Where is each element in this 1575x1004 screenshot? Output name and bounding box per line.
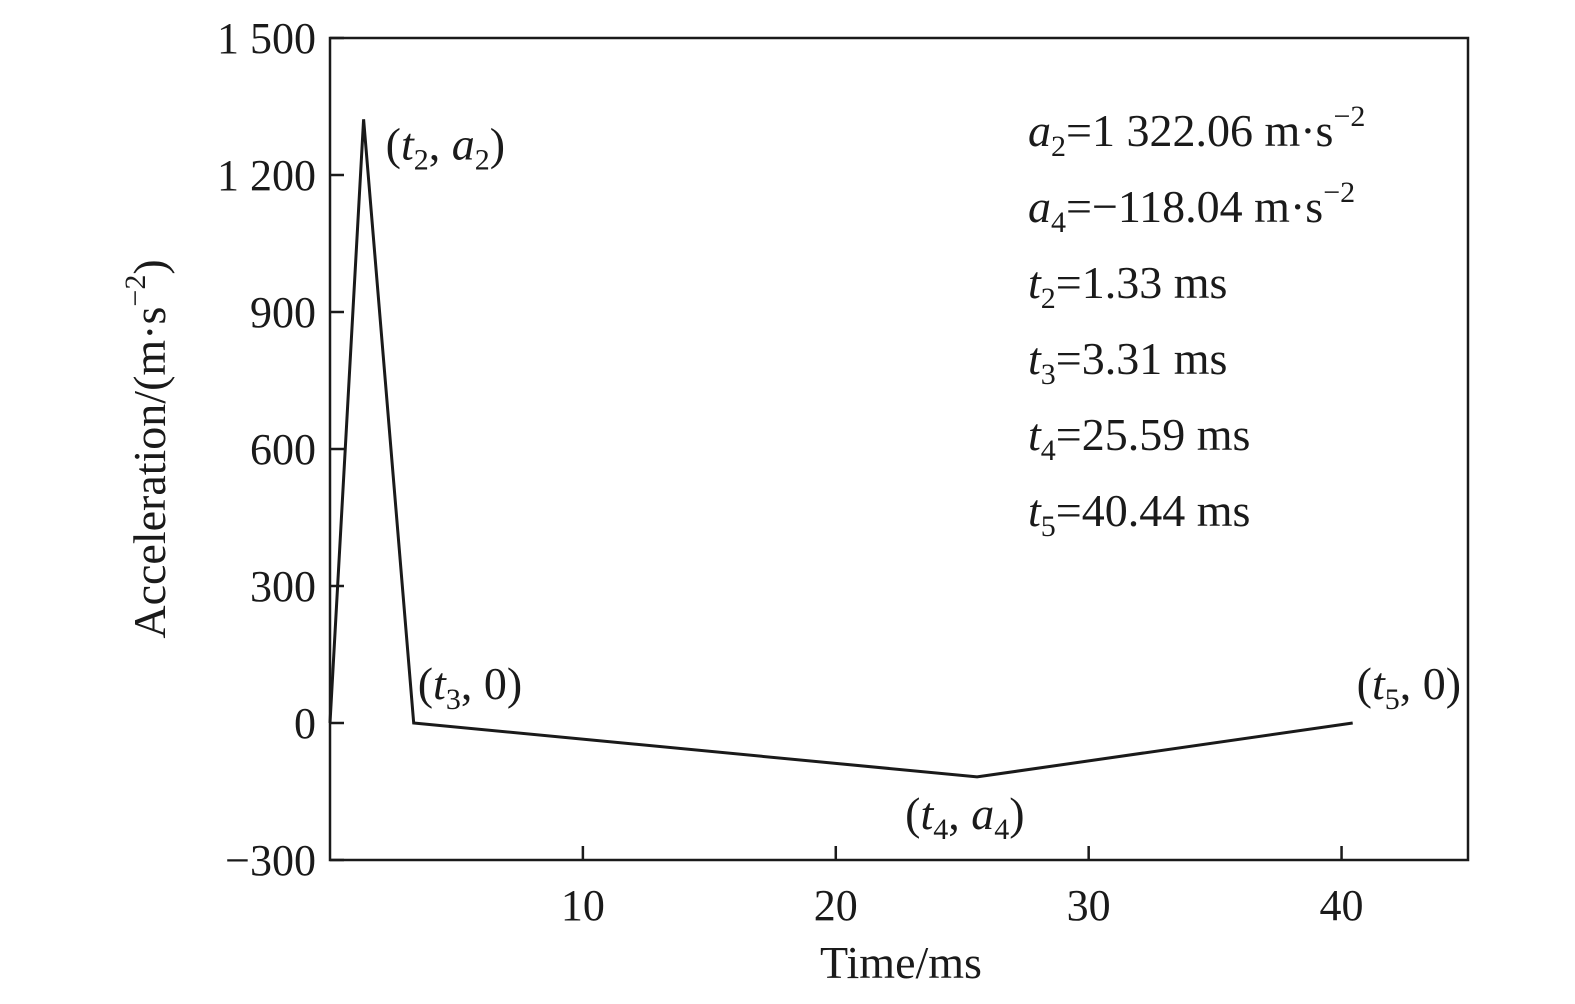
parameter-annotation: a4=−118.04 m·s−2 [1028, 176, 1355, 239]
x-tick-label: 30 [1067, 881, 1111, 930]
point-labels: (t2, a2) (t3, 0) (t4, a4) (t5, 0) [386, 118, 1461, 846]
y-tick-label: 600 [250, 425, 316, 474]
x-tick-label: 40 [1320, 881, 1364, 930]
point-label: (t4, a4) [905, 788, 1024, 846]
y-axis-label: Acceleration/(m·s−2) [119, 259, 175, 638]
y-tick-label: 300 [250, 562, 316, 611]
point-label: (t5, 0) [1357, 658, 1461, 716]
point-label: (t2, a2) [386, 118, 505, 176]
parameter-annotation: t5=40.44 ms [1028, 485, 1250, 543]
parameter-annotation: t2=1.33 ms [1028, 257, 1227, 315]
parameter-annotation: t4=25.59 ms [1028, 409, 1250, 467]
parameter-annotations: a2=1 322.06 m·s−2 a4=−118.04 m·s−2 t2=1.33… [1028, 100, 1365, 543]
x-axis-label: Time/ms [820, 937, 982, 988]
x-axis: 10 20 30 40 [561, 846, 1364, 930]
point-label: (t3, 0) [418, 658, 522, 716]
y-tick-label: 0 [294, 699, 316, 748]
y-tick-label: −300 [225, 836, 316, 885]
acceleration-series-line [328, 119, 1353, 779]
y-axis: −300 0 300 600 900 1 200 1 500 [217, 14, 344, 885]
y-tick-label: 900 [250, 288, 316, 337]
y-tick-label: 1 500 [217, 14, 316, 63]
x-tick-label: 10 [561, 881, 605, 930]
parameter-annotation: a2=1 322.06 m·s−2 [1028, 100, 1365, 163]
y-tick-label: 1 200 [217, 151, 316, 200]
parameter-annotation: t3=3.31 ms [1028, 333, 1227, 391]
x-tick-label: 20 [814, 881, 858, 930]
